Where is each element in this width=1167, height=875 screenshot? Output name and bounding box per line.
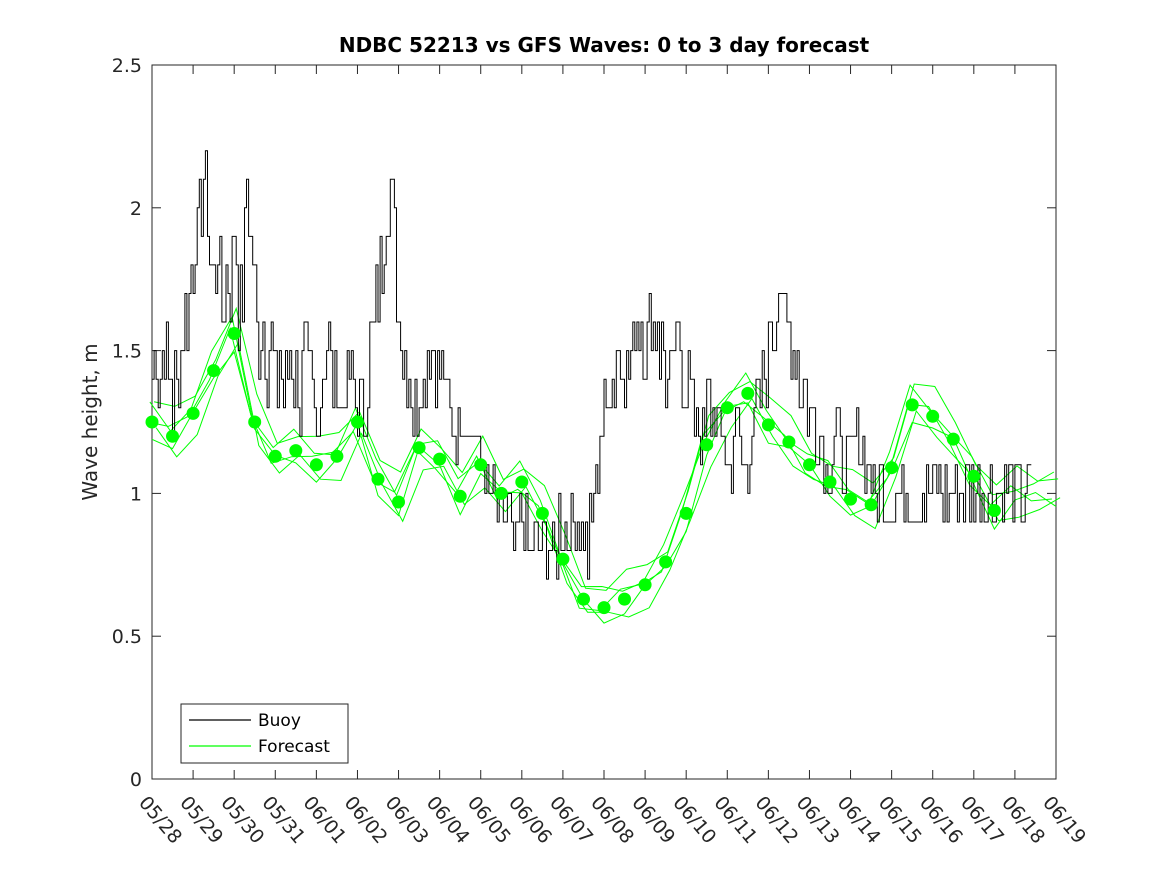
forecast-point (309, 458, 323, 472)
forecast-point (227, 327, 241, 340)
forecast-point (741, 386, 755, 400)
forecast-point (474, 458, 488, 472)
y-tick-label: 2 (130, 198, 142, 220)
forecast-point (392, 495, 405, 509)
forecast-point (618, 592, 631, 606)
forecast-point (556, 552, 570, 566)
forecast-point (289, 444, 303, 458)
forecast-point (864, 498, 878, 512)
forecast-point (720, 401, 734, 415)
buoy-series (152, 150, 1032, 580)
forecast-point (494, 486, 508, 500)
forecast-point (207, 364, 221, 378)
y-tick-label: 1 (130, 483, 142, 505)
legend-box (180, 703, 349, 764)
forecast-point (535, 506, 549, 520)
forecast-point (885, 461, 899, 475)
forecast-point (782, 435, 796, 449)
buoy-line (152, 150, 1032, 580)
forecast-point (823, 475, 837, 489)
forecast-point (268, 449, 282, 463)
y-tick-label: 0.5 (112, 626, 142, 648)
forecast-point (145, 415, 159, 429)
forecast-point (186, 406, 200, 420)
forecast-point (453, 489, 467, 503)
forecast-points-series (145, 327, 1001, 615)
forecast-point (371, 472, 385, 486)
forecast-point (597, 601, 611, 615)
legend-label-buoy: Buoy (258, 711, 301, 731)
forecast-point (761, 418, 775, 432)
y-tick-label: 0 (130, 769, 142, 791)
y-tick-label: 1.5 (112, 341, 142, 363)
y-axis: 0 0.5 1 1.5 2 2.5 (112, 55, 1056, 791)
forecast-point (679, 506, 693, 520)
forecast-point (967, 469, 981, 483)
forecast-point (515, 475, 529, 489)
forecast-point (351, 415, 364, 429)
legend-label-forecast: Forecast (258, 737, 330, 757)
forecast-point (638, 578, 652, 592)
forecast-point (905, 398, 919, 412)
forecast-point (577, 592, 590, 606)
forecast-point (659, 555, 673, 569)
y-axis-label: Wave height, m (78, 343, 102, 500)
forecast-line (151, 350, 1057, 624)
forecast-line (149, 315, 1055, 592)
forecast-point (166, 429, 179, 443)
forecast-point (946, 432, 960, 446)
forecast-point (248, 415, 262, 429)
y-tick-label: 2.5 (112, 55, 142, 77)
forecast-point (926, 409, 940, 423)
forecast-point (433, 452, 447, 466)
forecast-point (987, 504, 1001, 517)
chart-title: NDBC 52213 vs GFS Waves: 0 to 3 day fore… (339, 33, 870, 57)
forecast-point (844, 492, 857, 506)
forecast-point (412, 441, 426, 455)
forecast-point (330, 449, 344, 463)
forecast-point (700, 438, 714, 452)
forecast-point (803, 458, 816, 472)
chart-legend: Buoy Forecast (180, 703, 349, 764)
